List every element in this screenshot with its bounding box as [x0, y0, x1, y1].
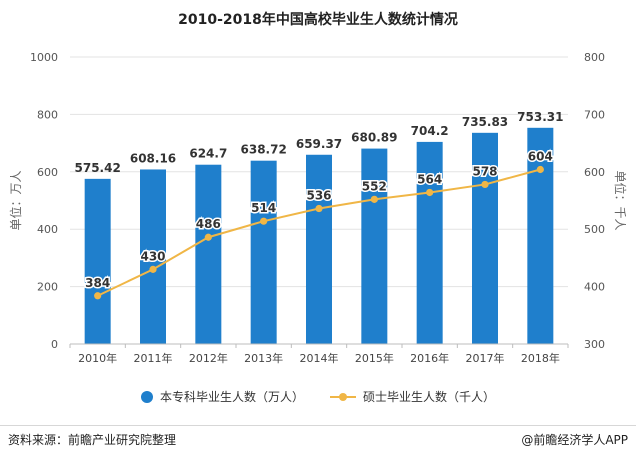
y-tick-label-right: 800	[584, 51, 605, 64]
y-tick-label-left: 0	[51, 338, 58, 351]
line-point	[260, 217, 268, 225]
x-tick-label: 2010年	[78, 351, 117, 365]
bar	[416, 141, 443, 344]
data-labels: 575.42 608.16 624.7 638.72 659.37 680.89 704.2…	[75, 110, 564, 291]
axes: 0 200 400 600 800 1000 300 400 500 600 700 800 单位：万人…	[8, 51, 628, 365]
y-tick-label-left: 200	[37, 281, 58, 294]
bar-value-label: 624.7	[189, 147, 227, 161]
legend-item-bar[interactable]: 本专科毕业生人数（万人）	[140, 388, 304, 405]
legend-bar-label: 本专科毕业生人数（万人）	[159, 390, 304, 404]
y-tick-label-left: 400	[37, 223, 58, 236]
y-tick-label-left: 600	[37, 166, 58, 179]
x-tick-label: 2013年	[244, 351, 283, 365]
bar	[250, 160, 277, 344]
line-point	[536, 165, 544, 174]
legend-line-label: 硕士毕业生人数（千人）	[363, 390, 496, 404]
y-axis-title-right: 单位：千人	[613, 170, 628, 230]
bar-series	[84, 127, 554, 344]
bar-value-label: 638.72	[241, 143, 287, 157]
chart-svg: 0 200 400 600 800 1000 300 400 500 600 700 800 单位：万人…	[8, 51, 628, 365]
line-value-label: 604	[528, 150, 553, 164]
y-tick-label-left: 800	[37, 108, 58, 121]
legend-bar-swatch	[140, 390, 153, 403]
y-tick-label-right: 600	[584, 166, 605, 179]
y-axis-title-left: 单位：万人	[8, 170, 23, 230]
line-series	[94, 165, 544, 300]
line-value-label: 384	[85, 276, 110, 290]
line-point	[370, 195, 378, 203]
line-value-label: 536	[306, 189, 331, 203]
bar-value-label: 608.16	[130, 151, 176, 165]
x-tick-label: 2017年	[466, 351, 505, 365]
line-value-label: 430	[140, 249, 165, 263]
x-tick-label: 2011年	[134, 351, 173, 365]
bar-value-label: 753.31	[517, 110, 563, 124]
bar	[195, 164, 222, 344]
line-point	[149, 265, 157, 273]
line-point	[204, 233, 212, 241]
line-value-label: 552	[362, 179, 387, 193]
legend-line-swatch	[330, 391, 356, 403]
y-tick-label-right: 700	[584, 108, 605, 121]
line-value-label: 514	[251, 201, 276, 215]
source-note: 资料来源：前瞻产业研究院整理	[8, 433, 177, 447]
bar-value-label: 680.89	[351, 131, 397, 145]
bar	[361, 148, 388, 344]
chart-title: 2010-2018年中国高校毕业生人数统计情况	[178, 12, 458, 28]
legend-item-line[interactable]: 硕士毕业生人数（千人）	[330, 388, 495, 405]
bar	[306, 154, 332, 344]
y-tick-label-right: 300	[584, 338, 605, 351]
bar-value-label: 735.83	[462, 115, 508, 129]
x-tick-label: 2014年	[300, 351, 339, 365]
x-tick-label: 2012年	[189, 351, 228, 365]
line-value-label: 564	[417, 172, 442, 186]
legend: 本专科毕业生人数（万人） 硕士毕业生人数（千人）	[0, 388, 636, 405]
bar	[140, 169, 166, 344]
line-point	[94, 292, 102, 300]
x-tick-label: 2015年	[355, 351, 394, 365]
bar	[84, 178, 111, 344]
brand-credit: @前瞻经济学人APP	[521, 433, 628, 447]
line-point	[315, 204, 323, 213]
bar-value-label: 659.37	[296, 137, 342, 151]
y-tick-label-right: 500	[584, 223, 605, 236]
bar	[527, 127, 554, 344]
bar-value-label: 575.42	[75, 161, 121, 175]
y-tick-label-right: 400	[584, 281, 605, 294]
x-tick-label: 2016年	[410, 351, 449, 365]
line-value-label: 486	[196, 217, 221, 231]
bar	[472, 132, 498, 344]
footer: 资料来源：前瞻产业研究院整理 @前瞻经济学人APP	[0, 425, 636, 451]
bar-value-label: 704.2	[411, 124, 449, 138]
x-tick-label: 2018年	[521, 351, 560, 365]
line-point	[426, 188, 434, 197]
line-value-label: 578	[472, 164, 497, 178]
y-tick-label-left: 1000	[30, 51, 58, 64]
line-point	[481, 180, 489, 189]
